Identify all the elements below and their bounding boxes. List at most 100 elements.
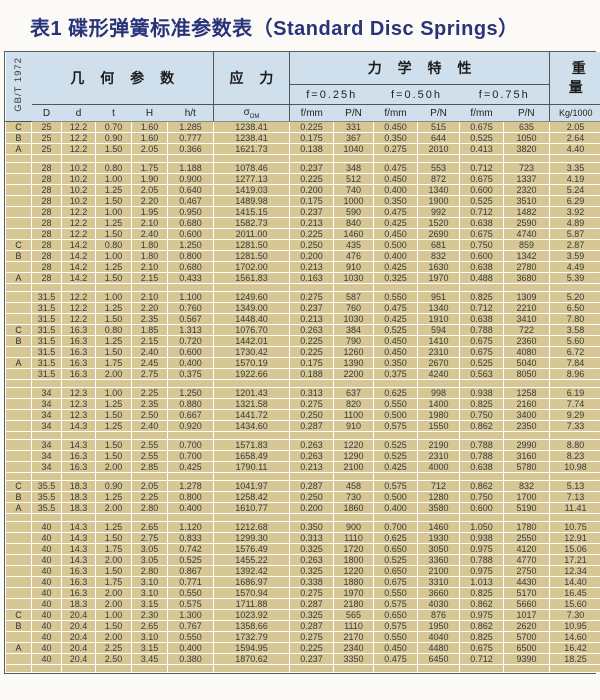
series-marker-cell (5, 450, 32, 462)
table-row: B 40 20.4 1.50 2.65 0.767 1358.66 0.287 1110 0.57… (5, 620, 600, 632)
value-cell: 644 (417, 132, 460, 144)
separator-cell (373, 283, 418, 292)
separator-cell (31, 431, 62, 440)
value-cell: 1030 (333, 272, 374, 284)
value-cell: 3.15 (131, 598, 168, 610)
value-cell: 0.188 (289, 368, 334, 380)
value-cell: 1686.97 (213, 576, 290, 588)
value-cell: 992 (417, 206, 460, 218)
disc-spring-table: GB/T 1972 几 何 参 数 应 力 力 学 特 性 重 量 f=0.25… (5, 52, 600, 673)
separator-cell (95, 154, 132, 163)
value-cell: 40 (31, 554, 62, 566)
separator-row (5, 513, 600, 522)
value-cell: 0.575 (373, 598, 418, 610)
value-cell: 0.450 (373, 228, 418, 240)
value-cell: 0.825 (459, 631, 504, 643)
value-cell: 476 (333, 250, 374, 262)
series-marker-cell (5, 206, 32, 218)
series-marker-cell (5, 162, 32, 174)
value-cell: 12.2 (61, 228, 96, 240)
value-cell: 0.862 (459, 620, 504, 632)
value-cell: 1910 (417, 313, 460, 325)
separator-cell (502, 472, 551, 481)
separator-cell (31, 283, 62, 292)
value-cell: 14.3 (61, 420, 96, 432)
value-cell: 1594.95 (213, 642, 290, 654)
value-cell: 587 (333, 291, 374, 303)
table-row: A 28 14.2 1.50 2.15 0.433 1561.83 0.163 1030 0.32… (5, 272, 600, 284)
value-cell: 1.50 (95, 313, 132, 325)
value-cell: 2.00 (95, 461, 132, 473)
value-cell: 1.00 (95, 291, 132, 303)
series-marker-cell (5, 313, 32, 325)
series-marker-cell: B (5, 250, 32, 262)
value-cell: 1392.42 (213, 565, 290, 577)
value-cell: 14.40 (549, 576, 600, 588)
separator-cell (459, 431, 504, 440)
value-cell: 3580 (417, 502, 460, 514)
value-cell: 1280 (417, 491, 460, 503)
value-cell: 1.50 (95, 450, 132, 462)
table-row: C 25 12.2 0.70 1.60 1.285 1238.41 0.225 331 0.450… (5, 121, 600, 133)
value-cell: 14.3 (61, 439, 96, 451)
series-marker-cell: A (5, 272, 32, 284)
value-cell: 1337 (502, 173, 551, 185)
value-cell: 0.638 (459, 313, 504, 325)
value-cell: 1571.83 (213, 439, 290, 451)
value-cell: 1.00 (95, 387, 132, 399)
value-cell: 18.3 (61, 598, 96, 610)
value-cell: 1.100 (167, 291, 214, 303)
separator-cell (417, 283, 460, 292)
value-cell: 25 (31, 121, 62, 133)
value-cell: 832 (502, 480, 551, 492)
sigma-subscript: OM (249, 113, 260, 120)
value-cell: 1.50 (95, 409, 132, 421)
value-cell: 0.700 (167, 439, 214, 451)
scanned-page: 表1 碟形弹簧标准参数表（Standard Disc Springs） GB/T… (4, 18, 600, 674)
value-cell: 3.05 (131, 543, 168, 555)
value-cell: 1561.83 (213, 272, 290, 284)
value-cell: 3.45 (131, 653, 168, 665)
table-row: 40 16.3 1.75 3.10 0.771 1686.97 0.338 1880 0.675… (5, 576, 600, 588)
value-cell: 1.25 (95, 184, 132, 196)
separator-cell (417, 513, 460, 522)
separator-cell (502, 283, 551, 292)
value-cell: 0.90 (95, 480, 132, 492)
value-cell: 1299.30 (213, 532, 290, 544)
value-cell: 3510 (502, 195, 551, 207)
series-marker-cell (5, 587, 32, 599)
value-cell: 0.880 (167, 398, 214, 410)
value-cell: 0.750 (459, 491, 504, 503)
value-cell: 1238.41 (213, 121, 290, 133)
value-cell: 0.525 (373, 554, 418, 566)
value-cell: 3050 (417, 543, 460, 555)
value-cell: 0.213 (289, 313, 334, 325)
series-marker-cell (5, 420, 32, 432)
value-cell: 8.80 (549, 439, 600, 451)
value-cell: 0.375 (167, 368, 214, 380)
value-cell: 1100 (333, 409, 374, 421)
value-cell: 0.825 (459, 398, 504, 410)
value-cell: 3350 (333, 653, 374, 665)
series-marker-cell (5, 195, 32, 207)
value-cell: 0.675 (373, 576, 418, 588)
col-header-f050: f/mm (373, 104, 418, 122)
table-row: B 35.5 18.3 1.25 2.25 0.800 1258.42 0.250 730 0.5… (5, 491, 600, 503)
value-cell: 0.525 (459, 195, 504, 207)
value-cell: 0.488 (459, 272, 504, 284)
value-cell: 0.413 (459, 143, 504, 155)
value-cell: 4480 (417, 642, 460, 654)
value-cell: 1258.42 (213, 491, 290, 503)
value-cell: 1419.03 (213, 184, 290, 196)
value-cell: 31.5 (31, 368, 62, 380)
value-cell: 840 (333, 217, 374, 229)
series-marker-cell (5, 521, 32, 533)
table-row: 34 14.3 1.50 2.55 0.700 1571.83 0.263 1220 0.525… (5, 439, 600, 451)
value-cell: 2670 (417, 357, 460, 369)
value-cell: 0.275 (289, 291, 334, 303)
value-cell: 0.712 (459, 162, 504, 174)
value-cell: 0.720 (167, 335, 214, 347)
value-cell: 0.800 (167, 491, 214, 503)
value-cell: 0.80 (95, 324, 132, 336)
value-cell: 790 (333, 335, 374, 347)
